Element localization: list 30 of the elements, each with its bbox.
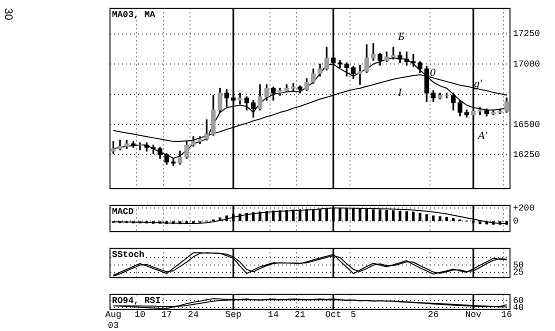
text: 30 [2, 8, 14, 20]
chart-title: SStoch [112, 250, 144, 260]
y-tick-label: 17000 [513, 59, 540, 70]
annotation: Б [397, 31, 405, 44]
annotation: A' [477, 130, 488, 142]
x-tick-label: Aug 03 [105, 310, 122, 331]
y-tick-label: 17250 [513, 29, 540, 40]
chart-title: RO94, RSI [112, 296, 161, 306]
y-tick-label: +200 [513, 203, 535, 214]
y-tick-label: 16250 [513, 150, 540, 160]
x-tick-label: 16 [501, 310, 512, 320]
x-tick-label: 14 [268, 310, 279, 320]
annotation: g' [474, 78, 482, 90]
x-tick-label: 17 [161, 310, 172, 320]
annotation: I [397, 86, 403, 99]
x-tick-label: 10 [134, 310, 146, 320]
x-tick-label: 24 [188, 310, 199, 320]
chart-title: MACD [112, 207, 134, 218]
x-tick-label: Oct [325, 310, 342, 320]
x-tick-label: Nov [465, 310, 482, 320]
x-tick-label: 5 [350, 310, 356, 320]
y-tick-label: 16500 [513, 120, 540, 130]
y-tick-label: 25 [513, 268, 524, 278]
x-tick-label: 26 [428, 310, 439, 320]
chart-title: MA03, MA [112, 10, 156, 20]
x-tick-label: 21 [294, 310, 306, 320]
x-tick-label: Sep [225, 310, 242, 320]
y-tick-label: 40 [513, 303, 524, 314]
y-tick-label: 0 [513, 216, 518, 227]
annotation: 0 [430, 67, 436, 80]
